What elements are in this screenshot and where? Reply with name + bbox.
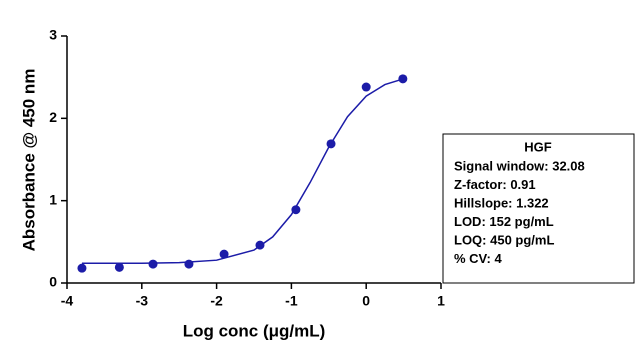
x-tick-label: -2 xyxy=(210,293,223,309)
annotation-line: % CV: 4 xyxy=(454,251,502,266)
y-tick-label: 0 xyxy=(49,274,57,290)
data-point xyxy=(326,139,336,149)
y-tick-label: 1 xyxy=(49,191,57,207)
annotation-line: Z-factor: 0.91 xyxy=(454,177,536,192)
fit-curve xyxy=(81,78,404,264)
x-tick-label: -3 xyxy=(136,293,149,309)
annotation-line: LOD: 152 pg/mL xyxy=(454,214,554,229)
x-tick-label: 1 xyxy=(437,293,445,309)
x-tick-label: -1 xyxy=(285,293,298,309)
x-tick-label: 0 xyxy=(362,293,370,309)
data-point xyxy=(114,262,124,272)
data-point xyxy=(184,259,194,269)
annotation-title: HGF xyxy=(524,139,552,154)
y-tick-label: 2 xyxy=(49,109,57,125)
annotation-box xyxy=(442,133,635,284)
data-point xyxy=(291,205,301,215)
x-axis-label: Log conc (μg/mL) xyxy=(183,321,326,340)
data-point xyxy=(219,249,229,259)
data-point xyxy=(77,263,87,273)
y-tick-label: 3 xyxy=(49,27,57,43)
x-tick-label: -4 xyxy=(61,293,74,309)
data-point xyxy=(398,74,408,84)
data-point xyxy=(255,240,265,250)
data-point xyxy=(361,82,371,92)
annotation-line: Hillslope: 1.322 xyxy=(454,195,549,210)
data-point xyxy=(148,259,158,269)
annotation-line: Signal window: 32.08 xyxy=(454,158,585,173)
y-axis-label: Absorbance @ 450 nm xyxy=(19,69,38,252)
annotation-line: LOQ: 450 pg/mL xyxy=(454,232,554,247)
